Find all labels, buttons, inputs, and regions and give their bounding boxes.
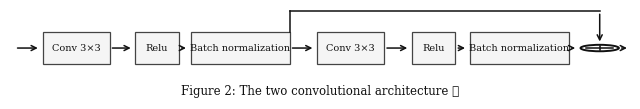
- Bar: [136, 32, 179, 64]
- Bar: [42, 32, 109, 64]
- Text: Batch normalization: Batch normalization: [190, 43, 290, 53]
- Text: Conv 3×3: Conv 3×3: [52, 43, 100, 53]
- Bar: [470, 32, 569, 64]
- Text: Batch normalization: Batch normalization: [469, 43, 569, 53]
- Text: Relu: Relu: [146, 43, 168, 53]
- Text: Relu: Relu: [422, 43, 445, 53]
- Bar: [317, 32, 384, 64]
- Bar: [412, 32, 456, 64]
- Bar: [191, 32, 290, 64]
- Text: Conv 3×3: Conv 3×3: [326, 43, 375, 53]
- Text: Figure 2: The two convolutional architecture ①: Figure 2: The two convolutional architec…: [181, 85, 459, 98]
